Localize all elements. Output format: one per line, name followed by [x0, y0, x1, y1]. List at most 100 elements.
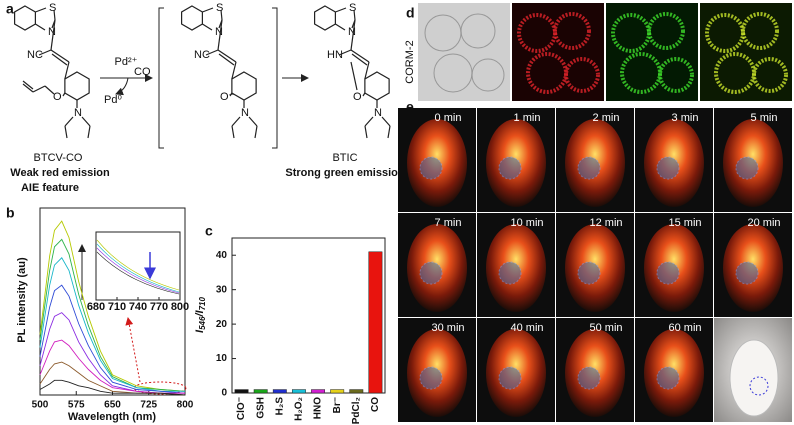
region: [656, 366, 680, 390]
x-tick-label: 650: [104, 400, 121, 411]
bond: [62, 92, 66, 97]
note: AIE feature: [21, 182, 79, 194]
micrograph: [700, 3, 792, 101]
atom: N: [74, 107, 82, 119]
atom: N: [48, 26, 56, 38]
bond: [87, 125, 91, 139]
bar: [311, 389, 326, 394]
x-tick-label: ClO⁻: [236, 397, 247, 420]
panel-label: b: [6, 205, 15, 221]
x-axis-label: Wavelength (nm): [68, 411, 157, 423]
region: [577, 366, 601, 390]
micrograph: [512, 3, 604, 101]
time-label: 5 min: [751, 112, 778, 124]
panel-label: c: [205, 223, 213, 239]
y-tick-label: 20: [216, 319, 228, 330]
spectrum: [39, 379, 186, 396]
spectrum: [39, 312, 185, 394]
panel-label: a: [6, 1, 14, 17]
time-label: 30 min: [431, 322, 464, 334]
bond: [22, 83, 34, 93]
bond: [218, 53, 235, 66]
bond: [64, 125, 68, 139]
bond: [64, 116, 74, 127]
molecule-name: BTCV-CO: [34, 152, 83, 164]
x-tick-label: GSH: [255, 397, 266, 419]
plot-frame: [231, 237, 386, 394]
note: Strong green emission: [285, 167, 404, 179]
bond: [50, 49, 70, 63]
time-label: 2 min: [593, 112, 620, 124]
atom: N: [215, 26, 223, 38]
cell: [611, 13, 651, 53]
time-label: 0 min: [435, 112, 462, 124]
atom: O: [53, 91, 62, 103]
atom: S: [349, 2, 356, 14]
y-axis-label: PL intensity (au): [16, 257, 28, 343]
spectrum: [39, 257, 185, 392]
bond: [35, 7, 47, 13]
panel-label: d: [406, 5, 415, 21]
bond: [364, 61, 370, 80]
cell: [658, 57, 694, 93]
x-tick-label: H₂S: [274, 397, 285, 416]
spectrum: [39, 339, 185, 394]
cell: [471, 58, 505, 92]
micrograph: [418, 3, 510, 101]
region: [498, 156, 522, 180]
ring: [64, 71, 90, 101]
cell: [705, 13, 745, 53]
x-tick-label: Br⁻: [332, 397, 343, 413]
time-label: 15 min: [668, 217, 701, 229]
bond: [81, 116, 91, 127]
ring: [14, 5, 36, 31]
bond: [387, 125, 391, 139]
product: Pd⁰: [104, 94, 122, 106]
molecule-name: BTIC: [332, 152, 357, 164]
bond: [353, 9, 356, 21]
x-tick-label: 800: [177, 400, 194, 411]
cell: [553, 12, 591, 50]
bond: [35, 23, 46, 31]
cell: [517, 13, 557, 53]
bond: [231, 116, 241, 127]
label-part: 710: [198, 297, 207, 311]
cell: [752, 57, 788, 93]
arrow: [125, 317, 141, 383]
atom: S: [49, 2, 56, 14]
cell: [620, 52, 662, 94]
bond: [22, 80, 34, 90]
time-label: 20 min: [747, 217, 780, 229]
atom: S: [216, 2, 223, 14]
label-part: /I: [194, 309, 206, 317]
inset-lines: [96, 239, 180, 295]
cell: [741, 12, 779, 50]
bond: [335, 23, 346, 31]
bond: [64, 61, 70, 80]
label-part: 546: [198, 316, 207, 330]
micrograph: [606, 3, 698, 101]
atom: N: [241, 107, 249, 119]
region: [577, 156, 601, 180]
x-tick-label: HNO: [313, 397, 324, 419]
panel-label: e: [406, 99, 414, 115]
bar: [234, 389, 249, 394]
inset-tick-label: 740: [129, 301, 147, 313]
region: [735, 156, 759, 180]
gas: CO: [134, 66, 151, 78]
cell: [564, 57, 600, 93]
ring: [231, 71, 257, 101]
region: [419, 366, 443, 390]
time-label: 40 min: [510, 322, 543, 334]
inset-tick-label: 800: [171, 301, 189, 313]
bond: [32, 85, 46, 93]
region: [419, 261, 443, 285]
reagent: Pd²⁺: [115, 56, 138, 68]
y-tick-label: 0: [221, 388, 227, 399]
bar: [291, 389, 306, 394]
time-label: 7 min: [435, 217, 462, 229]
bond: [229, 92, 233, 97]
bond: [351, 53, 368, 66]
label-part: I: [194, 329, 206, 333]
time-label: 50 min: [589, 322, 622, 334]
